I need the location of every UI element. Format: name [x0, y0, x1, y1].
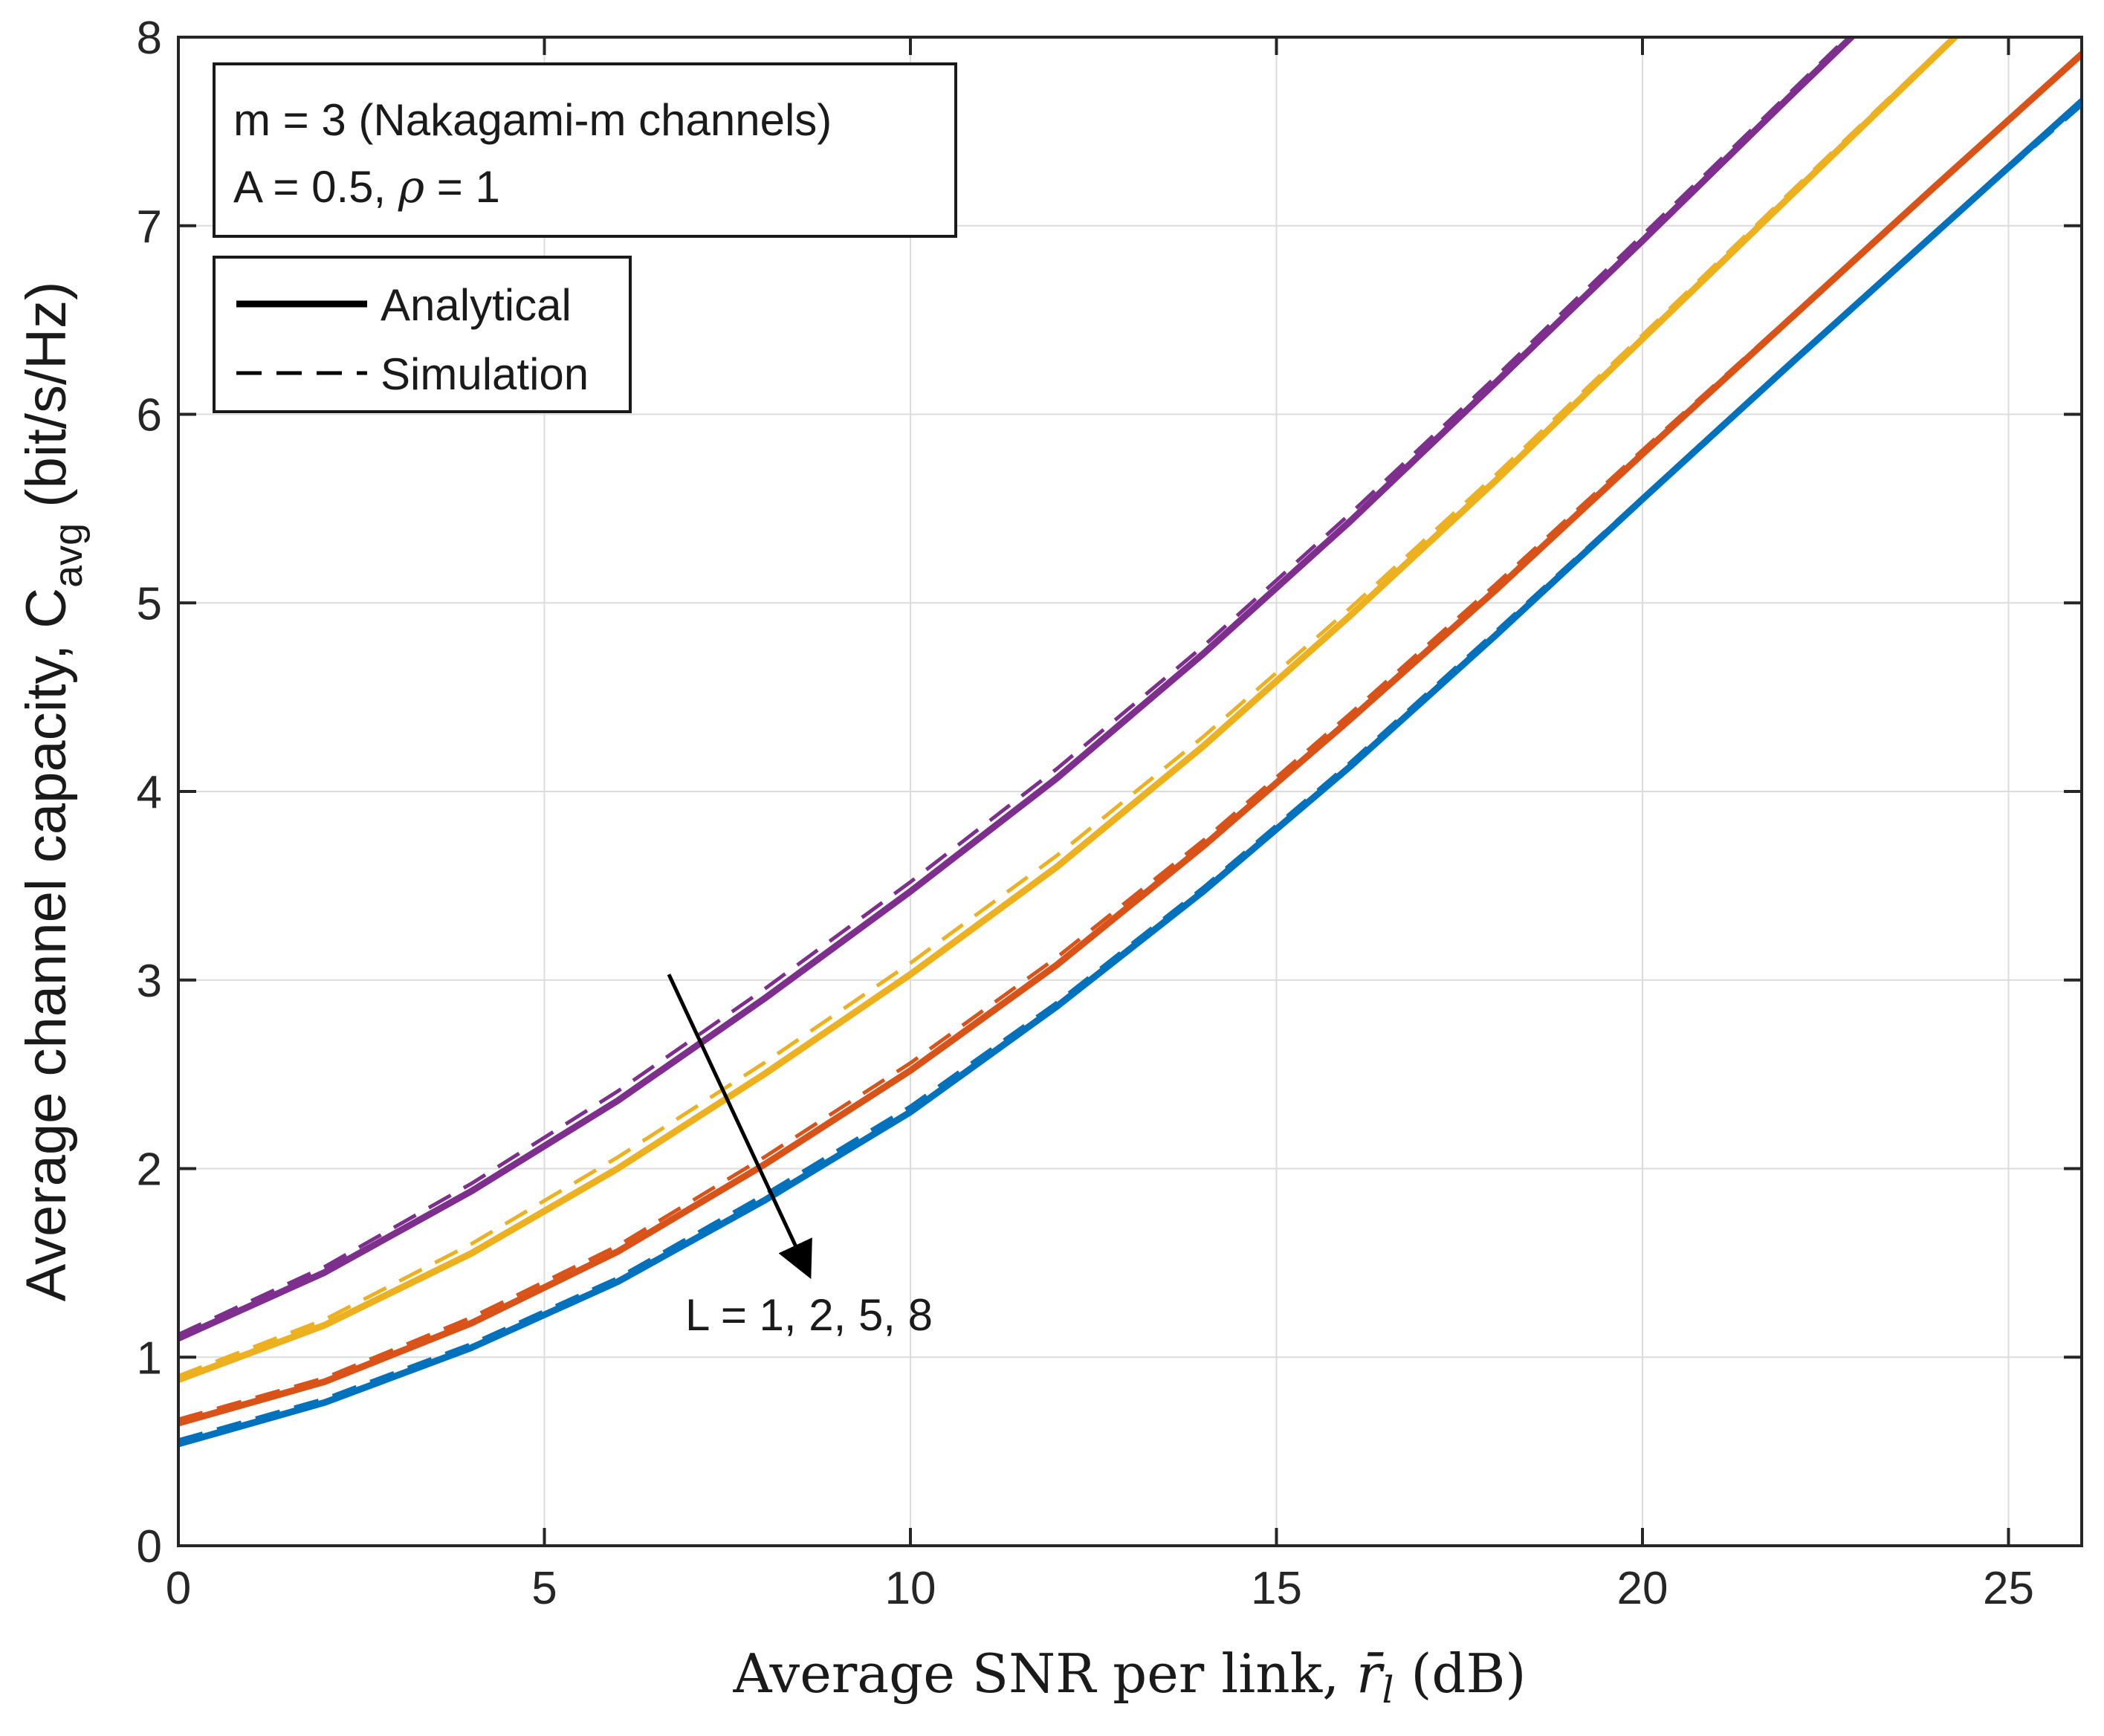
legend: Analytical Simulation	[213, 256, 632, 413]
x-tick-label: 15	[1251, 1563, 1302, 1614]
info-box-line-1: m = 3 (Nakagami-m channels)	[233, 95, 832, 145]
x-tick-label: 20	[1617, 1563, 1668, 1614]
x-tick-label: 25	[1983, 1563, 2034, 1614]
y-axis-title-subscript: avg	[46, 523, 91, 588]
x-axis-title-symbol: r̄	[1356, 1642, 1385, 1705]
info-box-frame	[213, 62, 957, 238]
y-tick-label: 8	[137, 13, 162, 64]
y-tick-label: 4	[137, 767, 162, 818]
y-axis-title-suffix: (bit/s/Hz)	[15, 282, 78, 523]
annotation-arrow	[667, 974, 812, 1280]
y-tick-label: 6	[137, 390, 162, 441]
axis-ticks: 0 5 10 15 20 25 0 1 2 3 4 5 6 7 8	[137, 13, 2082, 1614]
series-analytical-l-8	[178, 37, 1857, 1342]
series-simulation-l-1	[178, 103, 2082, 1442]
info-box-rho-symbol: ρ	[398, 161, 424, 213]
x-axis-title-symbol-sub: l	[1382, 1668, 1394, 1711]
info-box-line-2: A = 0.5, ρ = 1	[233, 161, 500, 213]
series-analytical-l-5	[178, 37, 1960, 1384]
y-tick-label: 3	[137, 956, 162, 1007]
info-box: m = 3 (Nakagami-m channels) A = 0.5, ρ =…	[213, 62, 957, 238]
x-tick-label: 10	[885, 1563, 936, 1614]
y-tick-label: 0	[137, 1521, 162, 1573]
series-analytical-l-1	[178, 97, 2082, 1448]
legend-simulation-label: Simulation	[381, 349, 589, 399]
y-tick-label: 2	[137, 1144, 162, 1196]
y-tick-label: 5	[137, 578, 162, 629]
series-simulation-l-2	[178, 54, 2082, 1422]
series-simulation-l-8	[178, 37, 1851, 1337]
series-simulation-l-5	[178, 37, 1956, 1378]
x-tick-label: 0	[166, 1563, 191, 1614]
legend-frame	[213, 256, 632, 413]
info-box-a-label: A = 0.5,	[233, 162, 398, 212]
y-tick-label: 7	[137, 201, 162, 253]
y-tick-label: 1	[137, 1332, 162, 1384]
x-axis-title: Average SNR per link, r̄l (dB)	[732, 1642, 1526, 1711]
y-axis-title-prefix: Average channel capacity, C	[15, 588, 78, 1301]
legend-analytical-label: Analytical	[381, 280, 572, 330]
x-axis-title-prefix: Average SNR per link,	[732, 1642, 1356, 1705]
x-tick-label: 5	[531, 1563, 557, 1614]
x-axis-title-suffix: (dB)	[1394, 1642, 1526, 1705]
info-box-rho-value: = 1	[424, 162, 500, 212]
series-lines	[178, 37, 2082, 1448]
y-axis-title: Average channel capacity, Cavg (bit/s/Hz…	[15, 282, 91, 1302]
annotation-label: L = 1, 2, 5, 8	[685, 1290, 933, 1340]
annotation: L = 1, 2, 5, 8	[667, 974, 933, 1340]
